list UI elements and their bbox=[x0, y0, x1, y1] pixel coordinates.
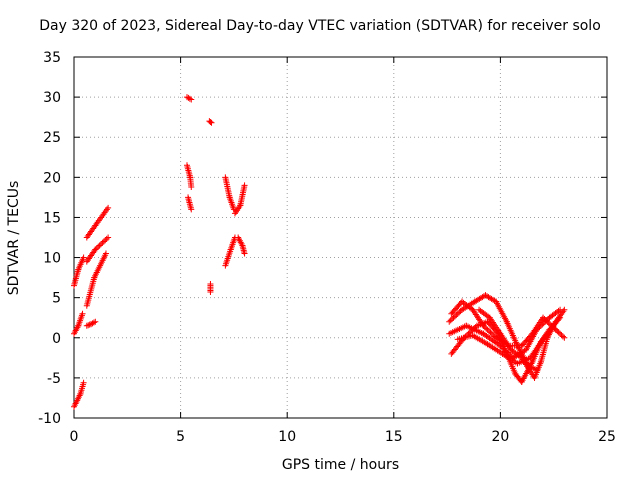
data-point bbox=[102, 237, 109, 244]
data-point bbox=[491, 333, 498, 340]
data-point bbox=[541, 316, 548, 323]
data-point bbox=[80, 379, 87, 386]
data-point bbox=[188, 183, 195, 190]
data-point bbox=[95, 243, 102, 250]
data-point bbox=[96, 242, 103, 249]
data-point bbox=[208, 119, 215, 126]
data-point bbox=[497, 342, 504, 349]
chart-title: Day 320 of 2023, Sidereal Day-to-day VTE… bbox=[39, 18, 601, 34]
data-point bbox=[186, 95, 193, 102]
y-tick-label: -10 bbox=[38, 411, 61, 427]
data-point bbox=[188, 96, 195, 103]
axis-ticks bbox=[73, 56, 608, 419]
data-point bbox=[92, 246, 99, 253]
data-point bbox=[85, 322, 92, 329]
data-point bbox=[487, 329, 494, 336]
data-point bbox=[241, 182, 248, 189]
data-point bbox=[103, 235, 110, 242]
data-point bbox=[100, 238, 107, 245]
data-point bbox=[457, 308, 464, 315]
y-tick-label: -5 bbox=[47, 371, 61, 387]
data-point bbox=[105, 234, 112, 241]
data-point bbox=[447, 317, 454, 324]
data-point bbox=[561, 334, 568, 341]
data-point bbox=[544, 318, 551, 325]
data-point bbox=[481, 324, 488, 331]
data-point bbox=[80, 254, 87, 261]
data-point bbox=[547, 321, 554, 328]
data-point bbox=[555, 329, 562, 336]
data-point bbox=[99, 239, 106, 246]
data-point bbox=[105, 204, 112, 211]
data-point bbox=[454, 310, 461, 317]
data-point bbox=[79, 310, 86, 317]
data-point bbox=[558, 332, 565, 339]
data-point bbox=[98, 241, 105, 248]
y-tick-label: 30 bbox=[43, 90, 61, 106]
data-point bbox=[86, 321, 93, 328]
data-point bbox=[102, 250, 109, 257]
x-tick-label: 10 bbox=[278, 429, 296, 445]
y-tick-label: 20 bbox=[43, 170, 61, 186]
data-point bbox=[241, 250, 248, 257]
data-points bbox=[71, 94, 568, 410]
data-point bbox=[488, 330, 495, 337]
data-point bbox=[207, 281, 214, 288]
data-point bbox=[188, 206, 195, 213]
data-point bbox=[483, 325, 490, 332]
y-tick-label: 10 bbox=[43, 251, 61, 267]
y-tick-label: 0 bbox=[52, 331, 61, 347]
y-axis-label: SDTVAR / TECUs bbox=[6, 180, 22, 296]
data-point bbox=[540, 314, 547, 321]
x-tick-label: 0 bbox=[70, 429, 79, 445]
data-point bbox=[542, 317, 549, 324]
x-tick-label: 5 bbox=[176, 429, 185, 445]
data-point bbox=[456, 309, 463, 316]
data-point bbox=[83, 322, 90, 329]
data-point bbox=[453, 312, 460, 319]
data-point bbox=[90, 319, 97, 326]
y-tick-label: 5 bbox=[52, 291, 61, 307]
data-point bbox=[484, 326, 491, 333]
data-point bbox=[490, 332, 497, 339]
data-point bbox=[559, 333, 566, 340]
data-point bbox=[480, 322, 487, 329]
data-point bbox=[451, 313, 458, 320]
x-axis-label: GPS time / hours bbox=[281, 457, 400, 473]
x-tick-label: 20 bbox=[491, 429, 509, 445]
data-point bbox=[486, 328, 493, 335]
data-point bbox=[92, 318, 99, 325]
data-point bbox=[545, 320, 552, 327]
x-tick-label: 15 bbox=[385, 429, 403, 445]
x-tick-label: 25 bbox=[598, 429, 616, 445]
data-point bbox=[93, 245, 100, 252]
data-point bbox=[498, 344, 505, 351]
data-point bbox=[501, 346, 508, 353]
y-tick-label: 25 bbox=[43, 130, 61, 146]
data-point bbox=[450, 314, 457, 321]
data-point bbox=[446, 318, 453, 325]
data-point bbox=[554, 328, 561, 335]
tick-labels: 0 5 10 15 20 25 -10 -5 0 5 10 15 20 25 30 35 bbox=[38, 50, 616, 445]
data-point bbox=[557, 330, 564, 337]
y-tick-label: 35 bbox=[43, 50, 61, 66]
plot-frame bbox=[73, 56, 608, 419]
data-point bbox=[466, 329, 473, 336]
data-point bbox=[449, 316, 456, 323]
data-point bbox=[500, 345, 507, 352]
data-point bbox=[561, 306, 568, 313]
y-tick-label: 15 bbox=[43, 210, 61, 226]
data-point bbox=[207, 118, 214, 125]
